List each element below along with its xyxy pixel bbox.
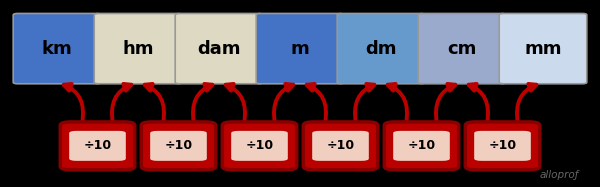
FancyBboxPatch shape [69,131,126,161]
Text: dam: dam [197,40,241,58]
Text: ÷10: ÷10 [164,139,193,152]
FancyBboxPatch shape [465,122,540,170]
FancyBboxPatch shape [142,122,215,170]
Text: mm: mm [524,40,562,58]
Text: ÷10: ÷10 [488,139,517,152]
Text: alloproƒ: alloproƒ [539,170,579,180]
FancyBboxPatch shape [13,13,101,84]
FancyBboxPatch shape [337,13,425,84]
Text: ÷10: ÷10 [245,139,274,152]
FancyBboxPatch shape [303,122,377,170]
FancyBboxPatch shape [418,13,506,84]
Text: hm: hm [122,40,154,58]
FancyBboxPatch shape [474,131,531,161]
Text: ÷10: ÷10 [83,139,112,152]
FancyBboxPatch shape [150,131,207,161]
Text: cm: cm [448,40,476,58]
FancyBboxPatch shape [175,13,263,84]
FancyBboxPatch shape [222,122,296,170]
FancyBboxPatch shape [60,122,134,170]
FancyBboxPatch shape [312,131,369,161]
FancyBboxPatch shape [393,131,450,161]
Text: ÷10: ÷10 [326,139,355,152]
FancyBboxPatch shape [231,131,288,161]
Text: ÷10: ÷10 [407,139,436,152]
Text: dm: dm [365,40,397,58]
FancyBboxPatch shape [256,13,344,84]
FancyBboxPatch shape [94,13,182,84]
FancyBboxPatch shape [499,13,587,84]
Text: km: km [41,40,73,58]
FancyBboxPatch shape [384,122,458,170]
Text: m: m [290,40,310,58]
